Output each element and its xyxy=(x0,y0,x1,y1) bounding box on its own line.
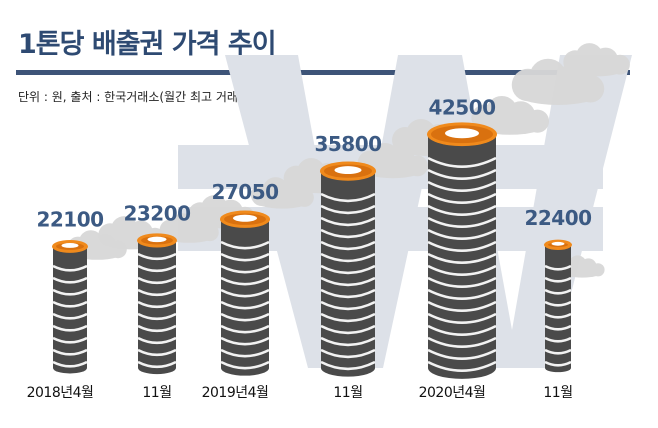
value-label-4: 42500 xyxy=(428,95,495,119)
value-label-2: 27050 xyxy=(211,180,278,204)
bar-3 xyxy=(320,161,376,377)
bars xyxy=(52,122,572,379)
tick-label-4: 2020년4월 xyxy=(419,385,486,401)
value-label-0: 22100 xyxy=(36,207,103,231)
tick-label-5: 11월 xyxy=(543,385,572,401)
bar-0 xyxy=(52,240,88,374)
value-label-5: 22400 xyxy=(524,206,591,230)
bar-5 xyxy=(544,239,572,373)
chart-title: 1톤당 배출권 가격 추이 xyxy=(18,29,277,60)
chart-subtitle: 단위 : 원, 출처 : 한국거래소(월간 최고 거래가) xyxy=(18,90,254,104)
tick-label-2: 2019년4월 xyxy=(202,385,269,401)
value-label-1: 23200 xyxy=(123,201,190,225)
smoke-cloud-2 xyxy=(250,158,354,209)
bar-1 xyxy=(137,233,177,375)
tick-label-1: 11월 xyxy=(142,385,171,401)
smoke-cloud-4 xyxy=(471,43,630,135)
bar-2 xyxy=(220,210,270,376)
bar-4 xyxy=(427,122,497,379)
tick-label-3: 11월 xyxy=(333,385,362,401)
value-label-3: 35800 xyxy=(314,132,381,156)
value-labels: 22100 23200 27050 35800 42500 22400 xyxy=(36,95,592,231)
x-axis-ticks: 2018년4월 11월 2019년4월 11월 2020년4월 11월 xyxy=(27,385,574,401)
title-divider xyxy=(16,70,630,75)
tick-label-0: 2018년4월 xyxy=(27,385,94,401)
